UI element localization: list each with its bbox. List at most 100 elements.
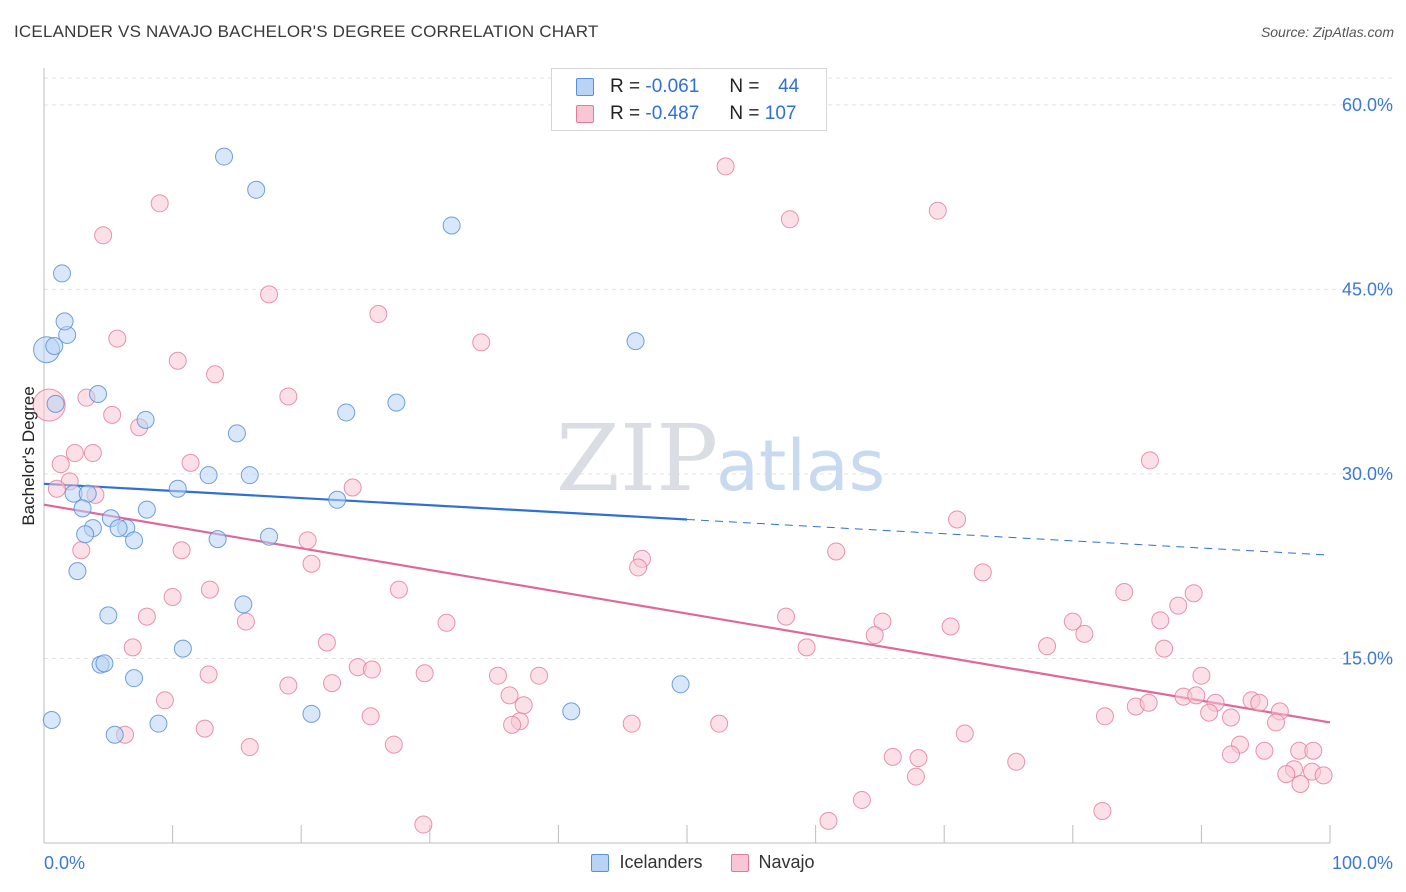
- navajo-point: [827, 542, 846, 561]
- navajo-point: [323, 674, 342, 693]
- icelander-point: [99, 606, 118, 625]
- watermark: ZIP atlas: [556, 405, 885, 512]
- legend-n-label: N =: [729, 76, 760, 97]
- navajo-point: [629, 558, 648, 577]
- navajo-point: [819, 811, 838, 830]
- icelander-point: [337, 403, 356, 422]
- navajo-point: [530, 666, 549, 685]
- bottom-legend-label: Icelanders: [619, 852, 703, 872]
- bottom-legend: Icelanders Navajo: [0, 852, 1406, 873]
- navajo-trend-line: [43, 503, 1331, 724]
- icelander-point: [168, 479, 187, 498]
- y-tick-label: 30.0%: [1342, 464, 1393, 484]
- navajo-point: [123, 638, 142, 657]
- navajo-point: [1277, 765, 1296, 784]
- navajo-point: [83, 444, 102, 463]
- y-tick-label: 60.0%: [1342, 95, 1393, 115]
- icelander-point: [173, 639, 192, 658]
- icelander-point: [68, 562, 87, 581]
- navajo-point: [199, 665, 218, 684]
- legend-row-icelanders: R = -0.061 N = 44: [576, 75, 799, 99]
- navajo-point: [240, 738, 259, 757]
- navajo-point: [865, 626, 884, 645]
- icelander-point: [234, 595, 253, 614]
- navajo-point: [369, 305, 388, 324]
- icelander-point: [42, 710, 61, 729]
- navajo-point: [389, 580, 408, 599]
- navajo-point: [1200, 703, 1219, 722]
- watermark-atlas: atlas: [716, 425, 885, 507]
- icelander-point: [626, 332, 645, 351]
- navajo-point: [503, 715, 522, 734]
- icelander-point: [76, 525, 95, 544]
- icelander-point: [208, 530, 227, 549]
- navajo-point: [260, 285, 279, 304]
- bottom-legend-icelanders[interactable]: Icelanders: [591, 852, 703, 873]
- icelander-point: [125, 531, 144, 550]
- navajo-point: [716, 157, 735, 176]
- navajo-point: [928, 201, 947, 220]
- navajo-point: [777, 607, 796, 626]
- navajo-point: [1075, 624, 1094, 643]
- y-axis-label: Bachelor's Degree: [19, 386, 38, 525]
- navajo-point: [1291, 774, 1310, 793]
- navajo-point: [414, 815, 433, 834]
- navajo-point: [1169, 596, 1188, 615]
- icelander-point: [302, 704, 321, 723]
- icelander-point: [247, 180, 266, 199]
- navajo-point: [384, 735, 403, 754]
- legend-r-value: -0.061: [645, 76, 700, 97]
- bottom-legend-swatch-blue: [591, 853, 610, 872]
- bottom-legend-label: Navajo: [758, 852, 815, 872]
- bottom-legend-navajo[interactable]: Navajo: [730, 852, 815, 873]
- navajo-point: [236, 612, 255, 631]
- icelander-point: [125, 669, 144, 688]
- navajo-point: [948, 510, 967, 529]
- y-tick-label: 15.0%: [1342, 648, 1393, 668]
- navajo-point: [1140, 451, 1159, 470]
- icelander-point: [55, 312, 74, 331]
- legend: R = -0.061 N = 44 R = -0.487 N = 107: [551, 68, 827, 131]
- legend-swatch-blue: [576, 78, 594, 96]
- legend-r-label: R =: [610, 103, 641, 124]
- axis-labels: 15.0% 30.0% 45.0% 60.0% 0.0% 100.0% Bachelor's…: [19, 95, 1393, 873]
- icelander-point: [227, 424, 246, 443]
- legend-n-value: 44: [778, 76, 800, 97]
- navajo-point: [1192, 666, 1211, 685]
- icelander-point: [105, 725, 124, 744]
- navajo-point: [514, 696, 533, 715]
- icelander-point: [89, 384, 108, 403]
- navajo-point: [1221, 708, 1240, 727]
- navajo-point: [361, 707, 380, 726]
- navajo-point: [150, 194, 169, 213]
- navajo-point: [1115, 583, 1134, 602]
- navajo-point: [1304, 741, 1323, 760]
- icelander-point: [137, 500, 156, 519]
- navajo-point: [1151, 611, 1170, 630]
- navajo-point: [317, 633, 336, 652]
- navajo-point: [1266, 713, 1285, 732]
- navajo-point: [1139, 693, 1158, 712]
- icelander-point: [215, 147, 234, 166]
- x-tick-label-max: 100.0%: [1332, 853, 1393, 873]
- navajo-point: [437, 613, 456, 632]
- navajo-point: [852, 790, 871, 809]
- navajo-point: [415, 664, 434, 683]
- icelander-point: [562, 702, 581, 721]
- icelander-point: [109, 519, 128, 538]
- navajo-point: [302, 554, 321, 573]
- navajo-point: [279, 676, 298, 695]
- icelander-point: [46, 394, 65, 413]
- navajo-point: [1038, 637, 1057, 656]
- navajo-point: [1187, 686, 1206, 705]
- icelander-point: [328, 490, 347, 509]
- navajo-point: [72, 541, 91, 560]
- legend-n-label: N =: [729, 103, 760, 124]
- navajo-point: [973, 563, 992, 582]
- navajo-point: [155, 691, 174, 710]
- navajo-point: [622, 714, 641, 733]
- navajo-point: [108, 329, 127, 348]
- navajo-point: [47, 479, 66, 498]
- legend-r-value: -0.487: [645, 103, 700, 124]
